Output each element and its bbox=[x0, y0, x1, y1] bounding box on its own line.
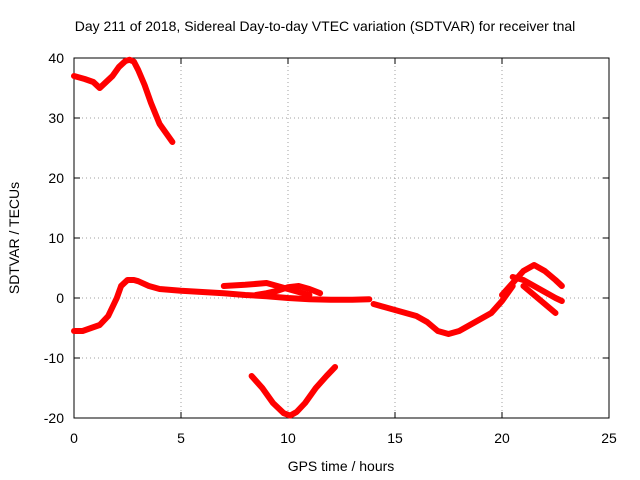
grid-layer bbox=[74, 58, 609, 418]
y-tick-label: 40 bbox=[48, 50, 64, 66]
series-arc-1 bbox=[71, 56, 176, 145]
series-arc-2 bbox=[71, 277, 373, 334]
series-arc-6 bbox=[370, 283, 516, 337]
x-tick-label: 20 bbox=[494, 430, 510, 446]
x-tick-label: 15 bbox=[387, 430, 403, 446]
series-arc-4 bbox=[252, 283, 324, 298]
series-arc-5 bbox=[248, 364, 339, 419]
y-tick-label: 10 bbox=[48, 230, 64, 246]
x-tick-label: 25 bbox=[601, 430, 617, 446]
y-tick-label: 20 bbox=[48, 170, 64, 186]
y-axis-label: SDTVAR / TECUs bbox=[6, 182, 22, 294]
y-tick-label: -20 bbox=[44, 410, 64, 426]
y-tick-label: 0 bbox=[56, 290, 64, 306]
series-layer bbox=[71, 56, 565, 419]
series-arc-3 bbox=[220, 280, 313, 298]
series-arc-8 bbox=[509, 274, 565, 304]
x-tick-label: 5 bbox=[177, 430, 185, 446]
x-axis-label: GPS time / hours bbox=[288, 458, 395, 474]
series-arc-7 bbox=[499, 262, 565, 298]
y-tick-label: -10 bbox=[44, 350, 64, 366]
x-tick-label: 10 bbox=[280, 430, 296, 446]
y-tick-label: 30 bbox=[48, 110, 64, 126]
chart-title: Day 211 of 2018, Sidereal Day-to-day VTE… bbox=[75, 18, 576, 34]
series-arc-9 bbox=[520, 283, 559, 316]
x-tick-label: 0 bbox=[70, 430, 78, 446]
tick-layer: 0 5 10 15 20 25 -20 -10 0 10 20 30 40 bbox=[44, 50, 617, 446]
